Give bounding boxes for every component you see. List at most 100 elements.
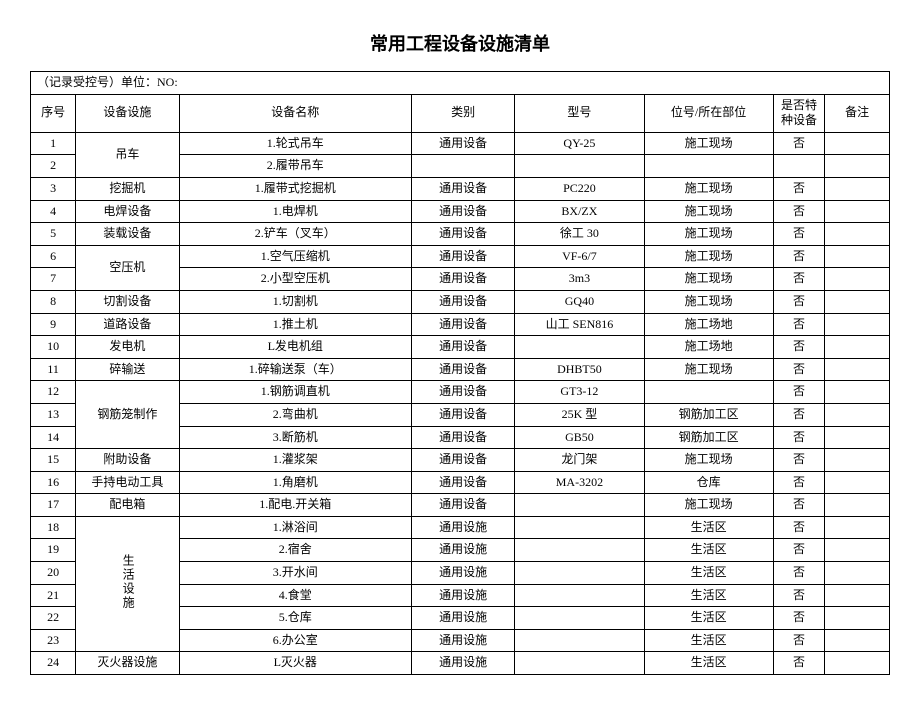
cell-category: 通用设备 bbox=[412, 336, 515, 359]
col-model: 型号 bbox=[515, 94, 644, 132]
cell-special: 否 bbox=[773, 471, 825, 494]
cell-name: 4.食堂 bbox=[179, 584, 411, 607]
cell-name: 3.开水间 bbox=[179, 562, 411, 585]
cell-special: 否 bbox=[773, 200, 825, 223]
cell-category: 通用设施 bbox=[412, 562, 515, 585]
table-row: 8 切割设备 1.切割机 通用设备 GQ40 施工现场 否 bbox=[31, 290, 890, 313]
cell-remark bbox=[825, 403, 890, 426]
header-row: 序号 设备设施 设备名称 类别 型号 位号/所在部位 是否特种设备 备注 bbox=[31, 94, 890, 132]
cell-special: 否 bbox=[773, 223, 825, 246]
cell-category: 通用设备 bbox=[412, 358, 515, 381]
cell-name: 1.推土机 bbox=[179, 313, 411, 336]
table-row: 11 碎输送 1.碎输送泵（车） 通用设备 DHBT50 施工现场 否 bbox=[31, 358, 890, 381]
cell-category: 通用设备 bbox=[412, 403, 515, 426]
cell-facility: 空压机 bbox=[76, 245, 179, 290]
cell-remark bbox=[825, 471, 890, 494]
cell-model: 3m3 bbox=[515, 268, 644, 291]
cell-seq: 24 bbox=[31, 652, 76, 675]
cell-model: 25K 型 bbox=[515, 403, 644, 426]
cell-special: 否 bbox=[773, 607, 825, 630]
cell-name: 1.空气压缩机 bbox=[179, 245, 411, 268]
cell-category: 通用设施 bbox=[412, 629, 515, 652]
table-row: 6 空压机 1.空气压缩机 通用设备 VF-6/7 施工现场 否 bbox=[31, 245, 890, 268]
cell-remark bbox=[825, 562, 890, 585]
cell-category: 通用设备 bbox=[412, 471, 515, 494]
table-row: 12 钢筋笼制作 1.钢筋调直机 通用设备 GT3-12 否 bbox=[31, 381, 890, 404]
cell-remark bbox=[825, 336, 890, 359]
cell-seq: 13 bbox=[31, 403, 76, 426]
cell-remark bbox=[825, 223, 890, 246]
cell-location: 仓库 bbox=[644, 471, 773, 494]
cell-name: L灭火器 bbox=[179, 652, 411, 675]
cell-seq: 17 bbox=[31, 494, 76, 517]
col-remark: 备注 bbox=[825, 94, 890, 132]
record-label: （记录受控号）单位：NO: bbox=[31, 72, 890, 95]
cell-model: MA-3202 bbox=[515, 471, 644, 494]
cell-seq: 8 bbox=[31, 290, 76, 313]
cell-category: 通用设备 bbox=[412, 494, 515, 517]
cell-model bbox=[515, 607, 644, 630]
cell-location: 施工场地 bbox=[644, 336, 773, 359]
cell-name: 1.轮式吊车 bbox=[179, 132, 411, 155]
cell-special: 否 bbox=[773, 539, 825, 562]
cell-facility: 道路设备 bbox=[76, 313, 179, 336]
cell-model: 徐工 30 bbox=[515, 223, 644, 246]
cell-seq: 7 bbox=[31, 268, 76, 291]
cell-remark bbox=[825, 652, 890, 675]
col-name: 设备名称 bbox=[179, 94, 411, 132]
cell-model: GT3-12 bbox=[515, 381, 644, 404]
cell-category: 通用设备 bbox=[412, 177, 515, 200]
cell-model: 山工 SEN816 bbox=[515, 313, 644, 336]
cell-category: 通用设备 bbox=[412, 245, 515, 268]
cell-model: DHBT50 bbox=[515, 358, 644, 381]
table-row: 10 发电机 L发电机组 通用设备 施工场地 否 bbox=[31, 336, 890, 359]
cell-location: 钢筋加工区 bbox=[644, 403, 773, 426]
cell-name: 1.碎输送泵（车） bbox=[179, 358, 411, 381]
cell-location: 生活区 bbox=[644, 607, 773, 630]
cell-location: 施工场地 bbox=[644, 313, 773, 336]
cell-facility: 钢筋笼制作 bbox=[76, 381, 179, 449]
cell-seq: 3 bbox=[31, 177, 76, 200]
cell-facility: 发电机 bbox=[76, 336, 179, 359]
page-title: 常用工程设备设施清单 bbox=[30, 30, 890, 56]
cell-model bbox=[515, 336, 644, 359]
cell-special: 否 bbox=[773, 336, 825, 359]
table-row: 16 手持电动工具 1.角磨机 通用设备 MA-3202 仓库 否 bbox=[31, 471, 890, 494]
cell-seq: 10 bbox=[31, 336, 76, 359]
cell-location: 生活区 bbox=[644, 539, 773, 562]
cell-location: 施工现场 bbox=[644, 223, 773, 246]
cell-special: 否 bbox=[773, 403, 825, 426]
equipment-table: （记录受控号）单位：NO: 序号 设备设施 设备名称 类别 型号 位号/所在部位… bbox=[30, 71, 890, 675]
cell-category: 通用设备 bbox=[412, 132, 515, 155]
cell-location: 生活区 bbox=[644, 562, 773, 585]
cell-remark bbox=[825, 290, 890, 313]
cell-remark bbox=[825, 200, 890, 223]
cell-facility: 手持电动工具 bbox=[76, 471, 179, 494]
cell-category: 通用设备 bbox=[412, 200, 515, 223]
cell-seq: 18 bbox=[31, 516, 76, 539]
cell-name: 2.履带吊车 bbox=[179, 155, 411, 178]
cell-seq: 23 bbox=[31, 629, 76, 652]
cell-seq: 16 bbox=[31, 471, 76, 494]
table-row: 9 道路设备 1.推土机 通用设备 山工 SEN816 施工场地 否 bbox=[31, 313, 890, 336]
cell-name: 1.切割机 bbox=[179, 290, 411, 313]
cell-model: VF-6/7 bbox=[515, 245, 644, 268]
col-category: 类别 bbox=[412, 94, 515, 132]
cell-model bbox=[515, 652, 644, 675]
table-row: 24 灭火器设施 L灭火器 通用设施 生活区 否 bbox=[31, 652, 890, 675]
cell-remark bbox=[825, 539, 890, 562]
cell-seq: 9 bbox=[31, 313, 76, 336]
cell-category: 通用设施 bbox=[412, 607, 515, 630]
cell-category: 通用设施 bbox=[412, 652, 515, 675]
cell-remark bbox=[825, 607, 890, 630]
cell-seq: 22 bbox=[31, 607, 76, 630]
cell-location: 施工现场 bbox=[644, 245, 773, 268]
cell-category: 通用设施 bbox=[412, 539, 515, 562]
cell-location: 生活区 bbox=[644, 584, 773, 607]
cell-category bbox=[412, 155, 515, 178]
cell-location: 施工现场 bbox=[644, 290, 773, 313]
cell-seq: 5 bbox=[31, 223, 76, 246]
table-row: 15 附助设备 1.灌浆架 通用设备 龙门架 施工现场 否 bbox=[31, 449, 890, 472]
cell-seq: 20 bbox=[31, 562, 76, 585]
cell-facility: 碎输送 bbox=[76, 358, 179, 381]
